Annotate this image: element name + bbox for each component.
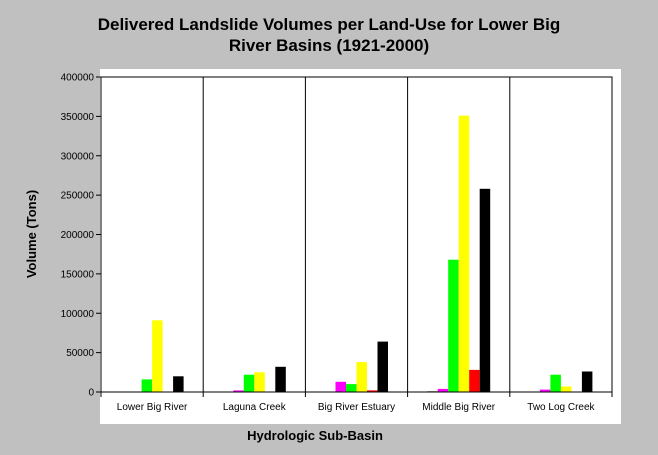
separators-layer	[202, 77, 511, 392]
y-tick-label: 200000	[61, 230, 95, 241]
bar-1-5	[275, 366, 286, 392]
bar-0-3	[152, 320, 163, 392]
y-tick-label: 150000	[61, 269, 95, 280]
y-tick-label: 400000	[61, 73, 95, 84]
y-tick-label: 250000	[61, 191, 95, 202]
bar-2-4	[367, 390, 378, 392]
bar-0-2	[141, 379, 153, 392]
bar-3-5	[479, 188, 491, 392]
y-tick-label: 300000	[61, 151, 95, 162]
y-tick-label: 100000	[61, 309, 95, 320]
bar-4-3	[560, 386, 572, 392]
bar-2-5	[377, 341, 388, 392]
bar-1-2	[243, 374, 255, 392]
bar-3-1	[437, 388, 449, 392]
chart-title-line-1: Delivered Landslide Volumes per Land-Use…	[97, 15, 561, 34]
x-tick-label: Middle Big River	[422, 402, 495, 413]
y-tick-label: 0	[88, 388, 94, 399]
chart-title: Delivered Landslide Volumes per Land-Use…	[0, 14, 658, 56]
bar-3-3	[458, 115, 470, 392]
x-tick-label: Two Log Creek	[527, 402, 595, 413]
bar-2-3	[356, 362, 367, 392]
bar-4-2	[550, 374, 561, 392]
bar-4-1	[539, 389, 551, 392]
bars-layer	[141, 115, 593, 393]
bar-1-1	[233, 390, 244, 392]
bar-3-2	[448, 259, 459, 392]
x-tick-label: Lower Big River	[117, 402, 188, 413]
y-axis-title: Volume (Tons)	[24, 190, 39, 278]
bar-2-1	[335, 381, 346, 392]
bar-0-5	[173, 376, 184, 393]
bar-4-5	[581, 371, 593, 392]
bar-2-2	[346, 384, 357, 392]
x-tick-label: Laguna Creek	[223, 402, 287, 413]
x-axis: Lower Big River Laguna Creek Big River Est…	[100, 392, 613, 413]
y-tick-label: 50000	[66, 348, 94, 359]
bar-3-4	[469, 369, 480, 392]
x-axis-title: Hydrologic Sub-Basin	[247, 428, 383, 443]
bar-1-3	[254, 372, 265, 392]
y-tick-label: 350000	[61, 112, 95, 123]
x-tick-label: Big River Estuary	[318, 402, 395, 413]
chart-title-line-2: River Basins (1921-2000)	[228, 36, 430, 55]
y-axis: 0 50000 100000 150000 200000 250000 300000 3500…	[61, 73, 101, 399]
